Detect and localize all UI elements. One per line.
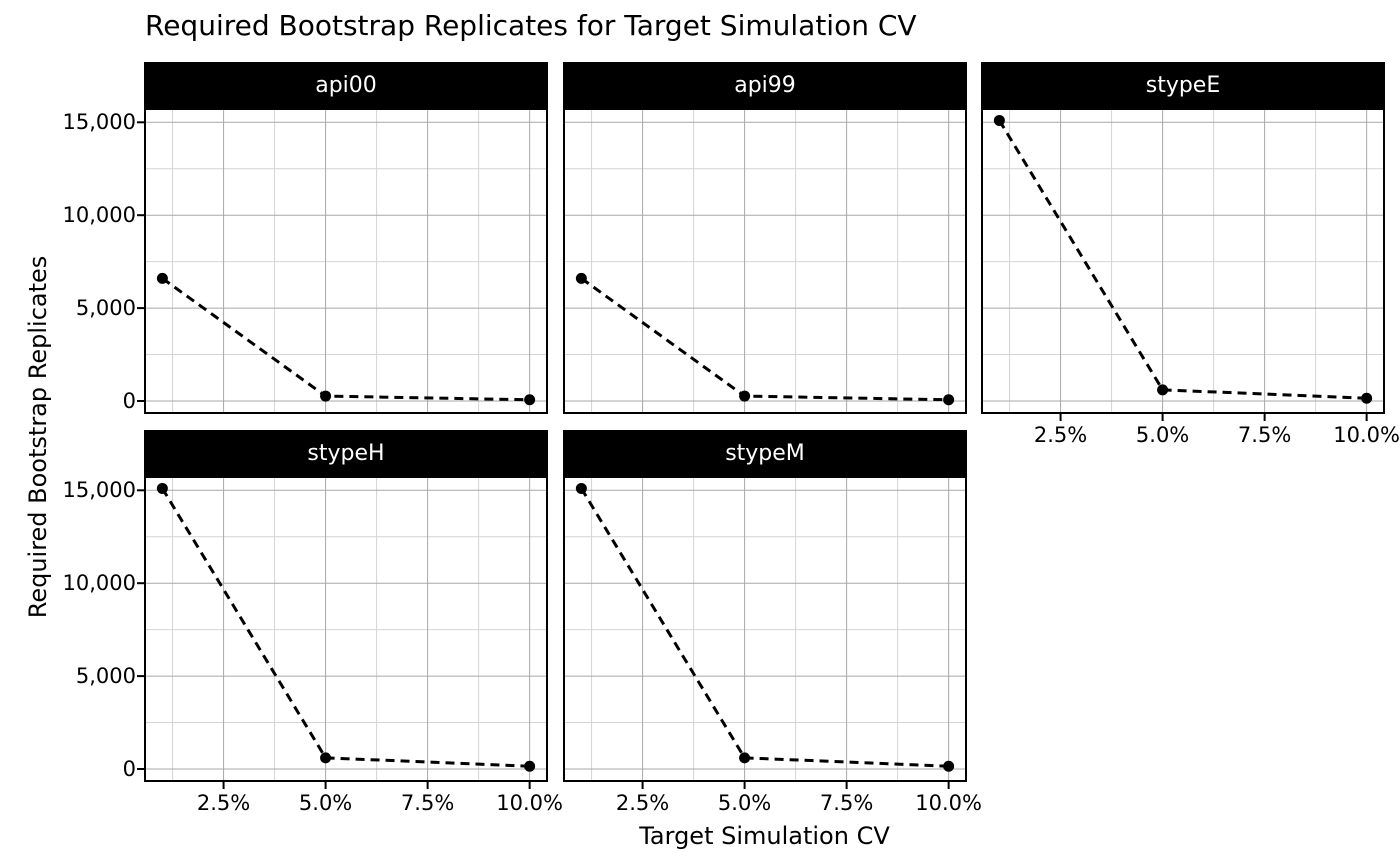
panel-border [144,108,548,414]
facet-panel-api00: api00 [137,62,548,414]
panel-background [563,476,967,782]
x-tick-label: 7.5% [400,791,455,815]
data-point [320,752,332,764]
y-tick-label: 15,000 [62,110,136,135]
facet-strip-label: stypeH [307,440,385,466]
facet-plot-area [563,476,967,789]
data-point [993,114,1005,126]
series-line [161,487,530,768]
facet-strip: stypeM [563,430,967,476]
x-tick-label: 5.0% [298,791,353,815]
data-point [739,390,751,402]
y-tick-label: 5,000 [75,296,136,321]
data-point [575,272,587,284]
facet-strip: stypeE [981,62,1385,108]
x-tick-label: 5.0% [717,791,772,815]
y-tick-label: 15,000 [62,478,136,503]
facet-panel-api99: api99 [563,62,967,414]
panel-background [144,108,548,414]
y-tick-label: 10,000 [62,203,136,228]
facet-strip: stypeH [144,430,548,476]
panel-background [563,108,967,414]
facet-plot-area [563,108,967,414]
x-tick-label: 2.5% [1033,423,1088,447]
data-point [524,394,536,406]
x-tick-label: 7.5% [819,791,874,815]
facet-strip: api99 [563,62,967,108]
data-point [524,760,536,772]
facet-plot-area [137,476,548,789]
x-tick-label: 10.0% [915,791,982,815]
x-axis-title: Target Simulation CV [639,822,890,850]
y-tick-label: 0 [122,756,136,781]
x-tick-label: 7.5% [1237,423,1292,447]
x-tick-label: 2.5% [615,791,670,815]
facet-strip-label: api00 [315,72,377,98]
data-point [320,390,332,402]
facet-plot-area [981,108,1385,421]
data-point [575,482,587,494]
data-point [1157,384,1169,396]
data-point [943,760,955,772]
facet-strip-label: api99 [734,72,796,98]
y-tick-label: 5,000 [75,664,136,689]
panel-border [563,476,967,782]
x-tick-label: 10.0% [496,791,563,815]
data-point [1361,392,1373,404]
facet-strip-label: stypeE [1145,72,1221,98]
panel-background [144,476,548,782]
facet-strip-label: stypeM [725,440,805,466]
data-point [943,394,955,406]
facet-strip: api00 [144,62,548,108]
panel-border [563,108,967,414]
panel-border [981,108,1385,414]
y-tick-label: 10,000 [62,571,136,596]
data-point [156,482,168,494]
facet-panel-stypeM: stypeM [563,430,967,789]
series-line [998,119,1367,400]
x-tick-label: 5.0% [1135,423,1190,447]
x-tick-label: 2.5% [196,791,251,815]
series-line [580,487,949,768]
panel-background [981,108,1385,414]
x-tick-label: 10.0% [1333,423,1400,447]
chart-title: Required Bootstrap Replicates for Target… [145,9,917,42]
facet-panel-stypeH: stypeH [137,430,548,789]
y-tick-label: 0 [122,388,136,413]
data-point [739,752,751,764]
facet-panel-stypeE: stypeE [981,62,1385,421]
data-point [156,272,168,284]
facet-plot-area [137,108,548,414]
panel-border [144,476,548,782]
